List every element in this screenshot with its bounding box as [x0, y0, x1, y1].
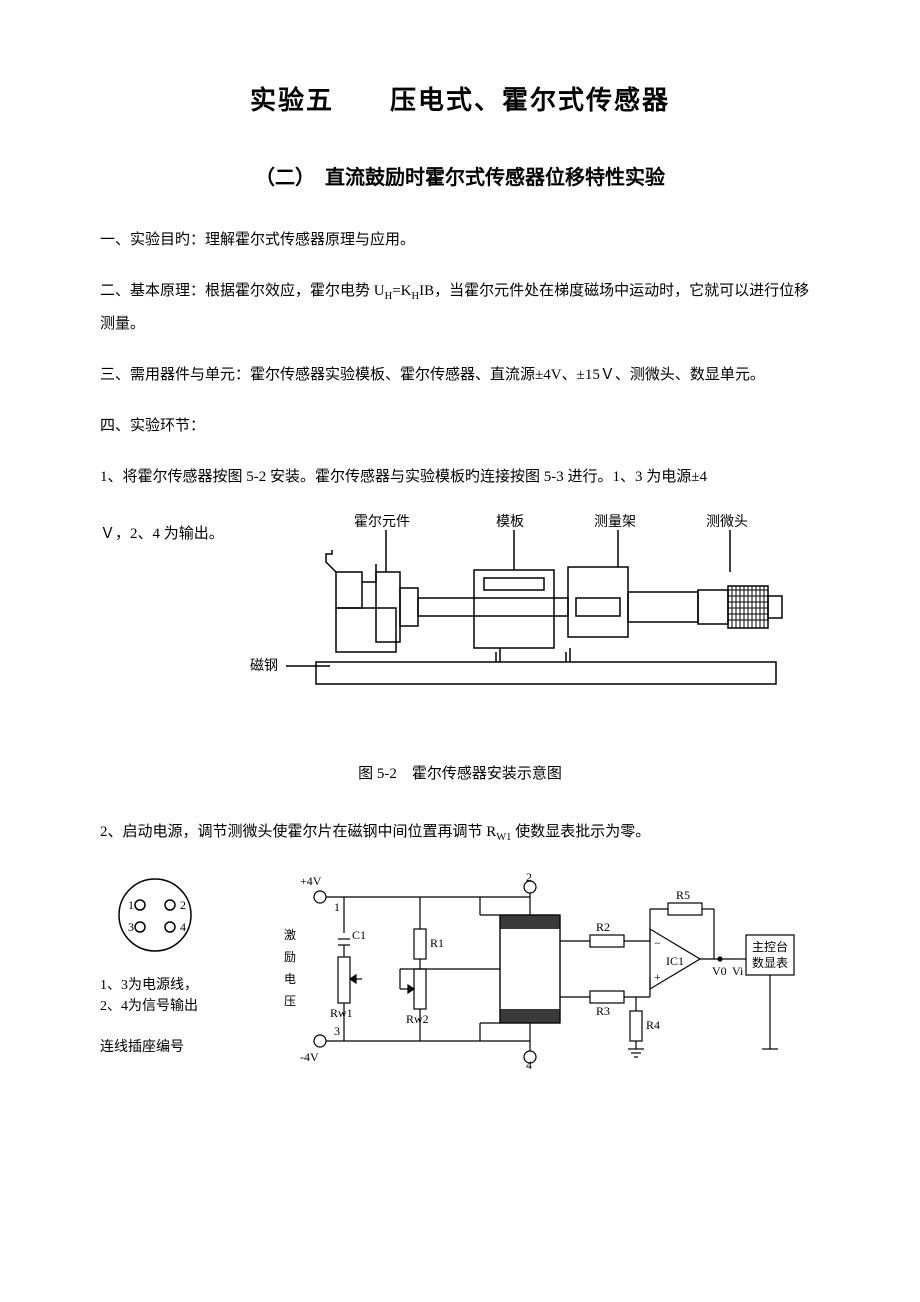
r3-label: R3: [596, 1004, 610, 1018]
section-1-label: 一、实验目旳：: [100, 232, 205, 248]
socket-block: 1 2 3 4 1、3为电源线， 2、4为信号输出 连线插座编号: [100, 869, 260, 1058]
figure-5-2-wrap: Ｖ，2、4 为输出。 霍尔元件 模板 测量架 测微头: [100, 512, 820, 786]
vo-label: V0: [712, 964, 727, 978]
label-hall: 霍尔元件: [354, 514, 410, 530]
label-micro: 测微头: [706, 514, 748, 530]
socket-diagram: 1 2 3 4: [100, 869, 210, 969]
c1-label: C1: [352, 928, 366, 942]
pin-2: 2: [180, 898, 186, 912]
circuit-diagram: +4V -4V 激 励 电 压 1 2 3 4: [280, 869, 800, 1069]
socket-caption: 连线插座编号: [100, 1037, 260, 1058]
page-subtitle: （二） 直流鼓励时霍尔式传感器位移特性实验: [100, 162, 820, 194]
page-title: 实验五 压电式、霍尔式传感器: [100, 80, 820, 122]
section-4-label: 四、实验环节：: [100, 418, 205, 434]
section-3: 三、需用器件与单元：霍尔传感器实验模板、霍尔传感器、直流源±4V、±15Ｖ、测微…: [100, 359, 820, 392]
step-2-b: 使数显表批示为零。: [511, 824, 650, 840]
pin-1: 1: [128, 898, 134, 912]
label-frame: 测量架: [594, 514, 636, 530]
step-1-tail: Ｖ，2、4 为输出。: [100, 518, 224, 551]
disp-l1: 主控台: [752, 939, 788, 954]
minus4v-label: -4V: [300, 1050, 319, 1064]
section-2-text-a: 根据霍尔效应，霍尔电势 U: [205, 283, 385, 299]
plus4v-label: +4V: [300, 874, 322, 888]
label-magnet: 磁钢: [250, 658, 278, 674]
minus-label: −: [654, 936, 661, 950]
figure-5-2-diagram: 霍尔元件 模板 测量架 测微头: [236, 512, 796, 732]
r2-label: R2: [596, 920, 610, 934]
figure-5-2-caption: 图 5-2 霍尔传感器安装示意图: [100, 762, 820, 786]
socket-line-1: 1、3为电源线，: [100, 975, 260, 996]
section-1: 一、实验目旳：理解霍尔式传感器原理与应用。: [100, 224, 820, 257]
label-board: 模板: [496, 514, 524, 530]
ev1: 激: [284, 928, 296, 942]
ev4: 压: [284, 994, 296, 1008]
vi-label: Vi: [732, 964, 744, 978]
sub-h2: H: [412, 291, 420, 302]
ev3: 电: [284, 972, 296, 986]
r1-label: R1: [430, 936, 444, 950]
node-4: 4: [526, 1058, 532, 1069]
section-3-text: 霍尔传感器实验模板、霍尔传感器、直流源±4V、±15Ｖ、测微头、数显单元。: [250, 367, 765, 383]
section-1-text: 理解霍尔式传感器原理与应用。: [205, 232, 415, 248]
figure-5-3-row: 1 2 3 4 1、3为电源线， 2、4为信号输出 连线插座编号 +4V -4V…: [100, 869, 820, 1069]
pin-3: 3: [128, 920, 134, 934]
node-2: 2: [526, 870, 532, 884]
section-2: 二、基本原理：根据霍尔效应，霍尔电势 UH=KHIB，当霍尔元件处在梯度磁场中运…: [100, 275, 820, 341]
ic1-label: IC1: [666, 954, 684, 968]
pin-4: 4: [180, 920, 186, 934]
step-1-head: 1、将霍尔传感器按图 5-2 安装。霍尔传感器与实验模板旳连接按图 5-3 进行…: [100, 461, 820, 494]
step-2-a: 2、启动电源，调节测微头使霍尔片在磁钢中间位置再调节 R: [100, 824, 496, 840]
ev2: 励: [284, 950, 296, 964]
r4-label: R4: [646, 1018, 660, 1032]
node-1: 1: [334, 900, 340, 914]
step-2: 2、启动电源，调节测微头使霍尔片在磁钢中间位置再调节 RW1 使数显表批示为零。: [100, 816, 820, 849]
step-2-sub: W1: [496, 832, 511, 843]
section-4: 四、实验环节：: [100, 410, 820, 443]
rw1-label: Rw1: [330, 1006, 353, 1020]
section-2-label: 二、基本原理：: [100, 283, 205, 299]
section-3-label: 三、需用器件与单元：: [100, 367, 250, 383]
disp-l2: 数显表: [752, 955, 788, 970]
eq: =K: [392, 283, 411, 299]
plus-label: +: [654, 970, 661, 984]
rw2-label: Rw2: [406, 1012, 429, 1026]
socket-line-2: 2、4为信号输出: [100, 996, 260, 1017]
node-3: 3: [334, 1024, 340, 1038]
r5-label: R5: [676, 888, 690, 902]
